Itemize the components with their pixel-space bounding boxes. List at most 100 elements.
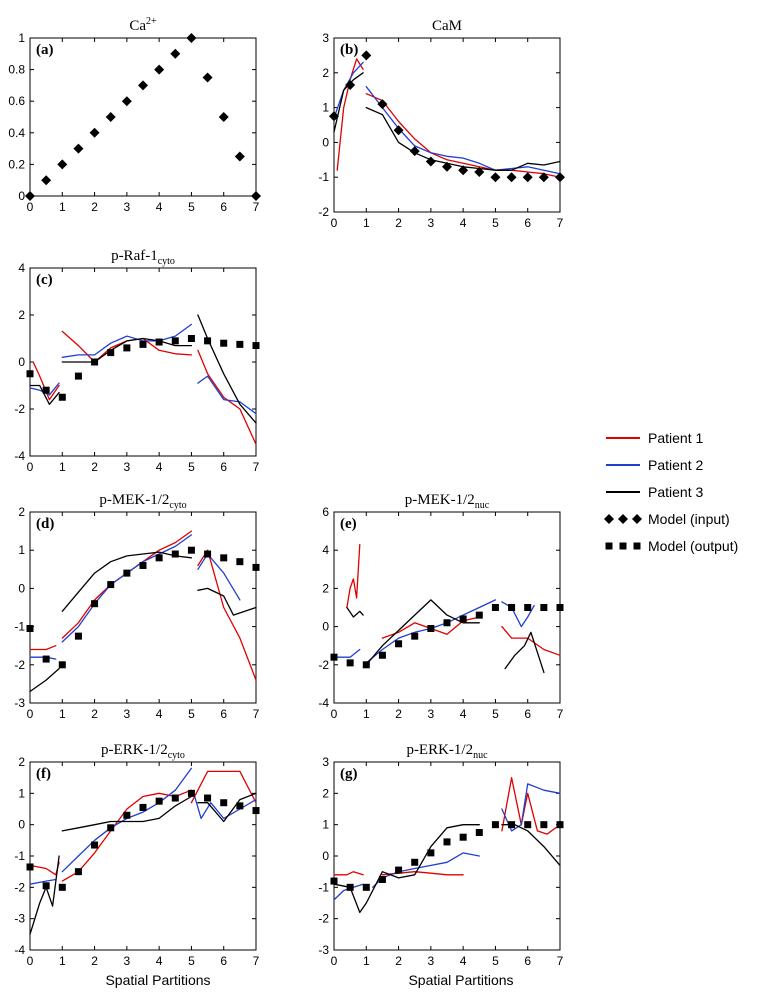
y-tick-label: 4 (322, 543, 329, 557)
model-output-point (524, 821, 532, 829)
series-line-patient-2 (197, 553, 241, 601)
x-tick-label: 0 (331, 954, 338, 968)
series-line-patient-1 (29, 861, 60, 876)
legend-label: Patient 1 (648, 430, 703, 446)
model-input-point (377, 99, 388, 110)
model-input-point (393, 125, 404, 136)
panel-letter: (f) (36, 766, 51, 782)
model-output-point (91, 841, 99, 849)
series-line-patient-3 (61, 337, 193, 363)
model-output-point (26, 370, 34, 378)
model-output-point (395, 866, 403, 874)
model-input-point (105, 112, 116, 122)
legend: Patient 1 Patient 2 Patient 3 Model (input)… (604, 430, 738, 554)
series-line-patient-1 (365, 93, 561, 178)
panel-title: p-ERK-1/2cyto (101, 742, 185, 761)
y-tick-label: 2 (18, 308, 25, 322)
series-line-patient-1 (346, 543, 361, 609)
x-tick-label: 5 (188, 460, 195, 474)
series-line-patient-3 (197, 792, 257, 823)
legend-label: Patient 3 (648, 484, 703, 500)
y-tick-label: 0.2 (8, 157, 25, 171)
panel-g: -3 -2 -1 0 1 2 3 0 1 2 3 4 5 6 7 p-ERK-1/2nuc (g) (318, 742, 563, 968)
legend-entry: Patient 3 (606, 484, 703, 500)
model-output-point (139, 340, 147, 348)
model-output-point (556, 604, 564, 611)
y-tick-label: 0 (18, 581, 25, 595)
series-line-patient-1 (501, 777, 561, 835)
model-output-point (58, 883, 66, 891)
x-tick-label: 0 (27, 954, 34, 968)
legend-entry: Model (output) (605, 538, 738, 554)
series-line-patient-2 (372, 852, 480, 888)
series-line-patient-3 (29, 667, 60, 693)
x-tick-label: 6 (220, 954, 227, 968)
panel-letter: (d) (36, 516, 54, 532)
y-tick-label: 1 (18, 786, 25, 800)
y-tick-label: 4 (18, 261, 25, 275)
model-output-point (74, 372, 82, 380)
series-line-patient-2 (333, 61, 364, 119)
legend-entry: Patient 1 (606, 430, 703, 446)
model-output-point (26, 863, 34, 871)
model-input-point (425, 156, 436, 167)
x-tick-label: 7 (557, 954, 564, 968)
panel-f: -4 -3 -2 -1 0 1 2 0 1 2 3 4 5 6 7 p-ERK-1/2cyto (f) (14, 742, 259, 968)
model-output-point (475, 829, 483, 836)
model-output-point (123, 569, 131, 577)
x-tick-label: 7 (253, 200, 260, 214)
panel-b: -2 -1 0 1 2 3 0 1 2 3 4 5 6 7 CaM (b) (318, 18, 565, 230)
panel-c: -4 -2 0 2 4 0 1 2 3 4 5 6 7 p-Raf-1cyto (c) (14, 248, 259, 474)
model-output-point (378, 651, 386, 659)
y-tick-label: -2 (14, 880, 25, 894)
panels: 0 0.2 0.4 0.6 0.8 1 0 1 2 3 4 5 6 7 Ca2+ (a) -2 -1 0 1 2 3 0 1 2… (8, 16, 565, 968)
model-output-point (58, 393, 66, 401)
y-tick-label: 3 (322, 31, 329, 45)
model-input-point (186, 33, 197, 43)
y-tick-label: 0 (322, 135, 329, 149)
plot-frame (333, 37, 561, 213)
series-line-patient-1 (333, 871, 364, 876)
x-tick-label: 3 (428, 954, 435, 968)
x-tick-label: 5 (188, 200, 195, 214)
model-input-point (442, 161, 452, 172)
model-output-point (540, 604, 548, 611)
model-output-point (107, 824, 115, 832)
model-input-point (25, 191, 35, 201)
model-input-point (409, 146, 420, 157)
model-output-point (171, 794, 179, 802)
panel-letter: (e) (340, 516, 357, 532)
model-input-point (170, 48, 181, 59)
series-line-patient-2 (197, 375, 257, 415)
x-tick-label: 5 (492, 707, 499, 721)
x-tick-label: 1 (59, 954, 66, 968)
model-output-point (155, 338, 163, 346)
x-tick-label: 4 (460, 216, 467, 230)
y-tick-label: 0 (18, 355, 25, 369)
model-output-point (411, 858, 419, 866)
model-output-point (236, 340, 244, 348)
model-output-point (556, 821, 564, 829)
x-tick-label: 2 (91, 707, 98, 721)
panel-letter: (a) (36, 42, 54, 58)
model-output-point (74, 632, 82, 640)
x-tick-label: 1 (59, 707, 66, 721)
model-output-point (443, 838, 451, 846)
x-tick-label: 1 (363, 954, 370, 968)
model-output-point (58, 661, 66, 669)
model-output-point (508, 821, 516, 829)
panel-letter: (g) (340, 766, 358, 782)
x-tick-label: 0 (27, 460, 34, 474)
model-input-point (202, 72, 213, 83)
y-tick-label: -1 (318, 880, 329, 894)
plot-frame (29, 511, 257, 704)
y-tick-label: 3 (322, 755, 329, 769)
x-tick-label: 2 (395, 216, 402, 230)
model-input-point (506, 172, 517, 183)
y-tick-label: 2 (322, 581, 329, 595)
x-tick-label: 5 (188, 707, 195, 721)
series-line-patient-1 (190, 770, 257, 804)
model-input-point (121, 96, 132, 107)
x-tick-label: 2 (91, 954, 98, 968)
